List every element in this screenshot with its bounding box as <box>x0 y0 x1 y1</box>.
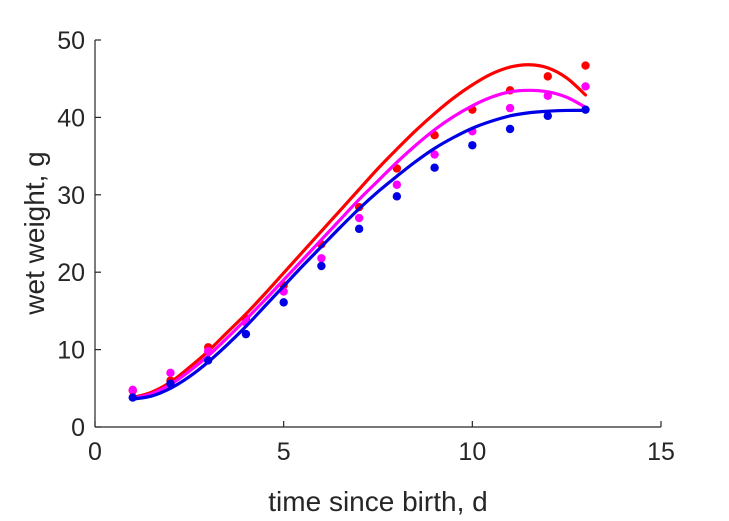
y-tick-label: 40 <box>57 104 85 132</box>
series-0-data-point <box>543 72 552 81</box>
y-tick-label: 30 <box>57 182 85 210</box>
x-axis-label: time since birth, d <box>268 486 487 517</box>
series-2-data-point <box>354 224 364 234</box>
x-tick-label: 5 <box>277 438 291 466</box>
x-tick-label: 10 <box>458 438 486 466</box>
series-2-data-point <box>392 192 402 201</box>
series-1-data-point <box>430 150 439 159</box>
series-0-data-point <box>581 61 590 70</box>
series-1-data-point <box>128 385 137 395</box>
series-1-data-point <box>317 254 326 263</box>
series-1-data-point <box>392 180 402 189</box>
series-1-data-point <box>354 213 364 223</box>
y-tick-label: 50 <box>57 27 85 55</box>
series-2-data-point <box>128 393 137 402</box>
series-2-data-point <box>581 105 590 114</box>
x-tick-label: 0 <box>88 438 102 466</box>
x-tick-label: 15 <box>647 438 675 466</box>
axes-layer <box>94 40 661 428</box>
series-1 <box>128 82 590 400</box>
series-2 <box>128 105 590 402</box>
series-1-data-point <box>505 103 515 113</box>
series-1-data-point <box>166 368 175 378</box>
y-tick-label: 10 <box>57 337 85 365</box>
series-1-data-point <box>204 346 213 356</box>
y-axis-label: wet weight, g <box>19 151 50 315</box>
series-1-fit-line <box>131 88 588 400</box>
series-2-data-point <box>468 141 477 150</box>
series-1-data-point <box>581 82 590 91</box>
y-tick-label: 0 <box>71 414 85 442</box>
series-layer <box>128 61 590 402</box>
series-1-data-point <box>543 91 552 100</box>
series-2-data-point <box>317 261 326 271</box>
y-tick-label: 20 <box>57 259 85 287</box>
series-2-data-point <box>204 356 213 365</box>
series-2-data-point <box>505 124 515 134</box>
ticks-layer: 0 5 10 15 0 10 20 30 40 50 <box>57 27 675 466</box>
series-2-data-point <box>430 163 439 172</box>
series-2-data-point <box>543 111 552 121</box>
series-2-data-point <box>166 379 175 388</box>
series-2-data-point <box>279 298 288 307</box>
series-2-data-point <box>241 329 251 339</box>
